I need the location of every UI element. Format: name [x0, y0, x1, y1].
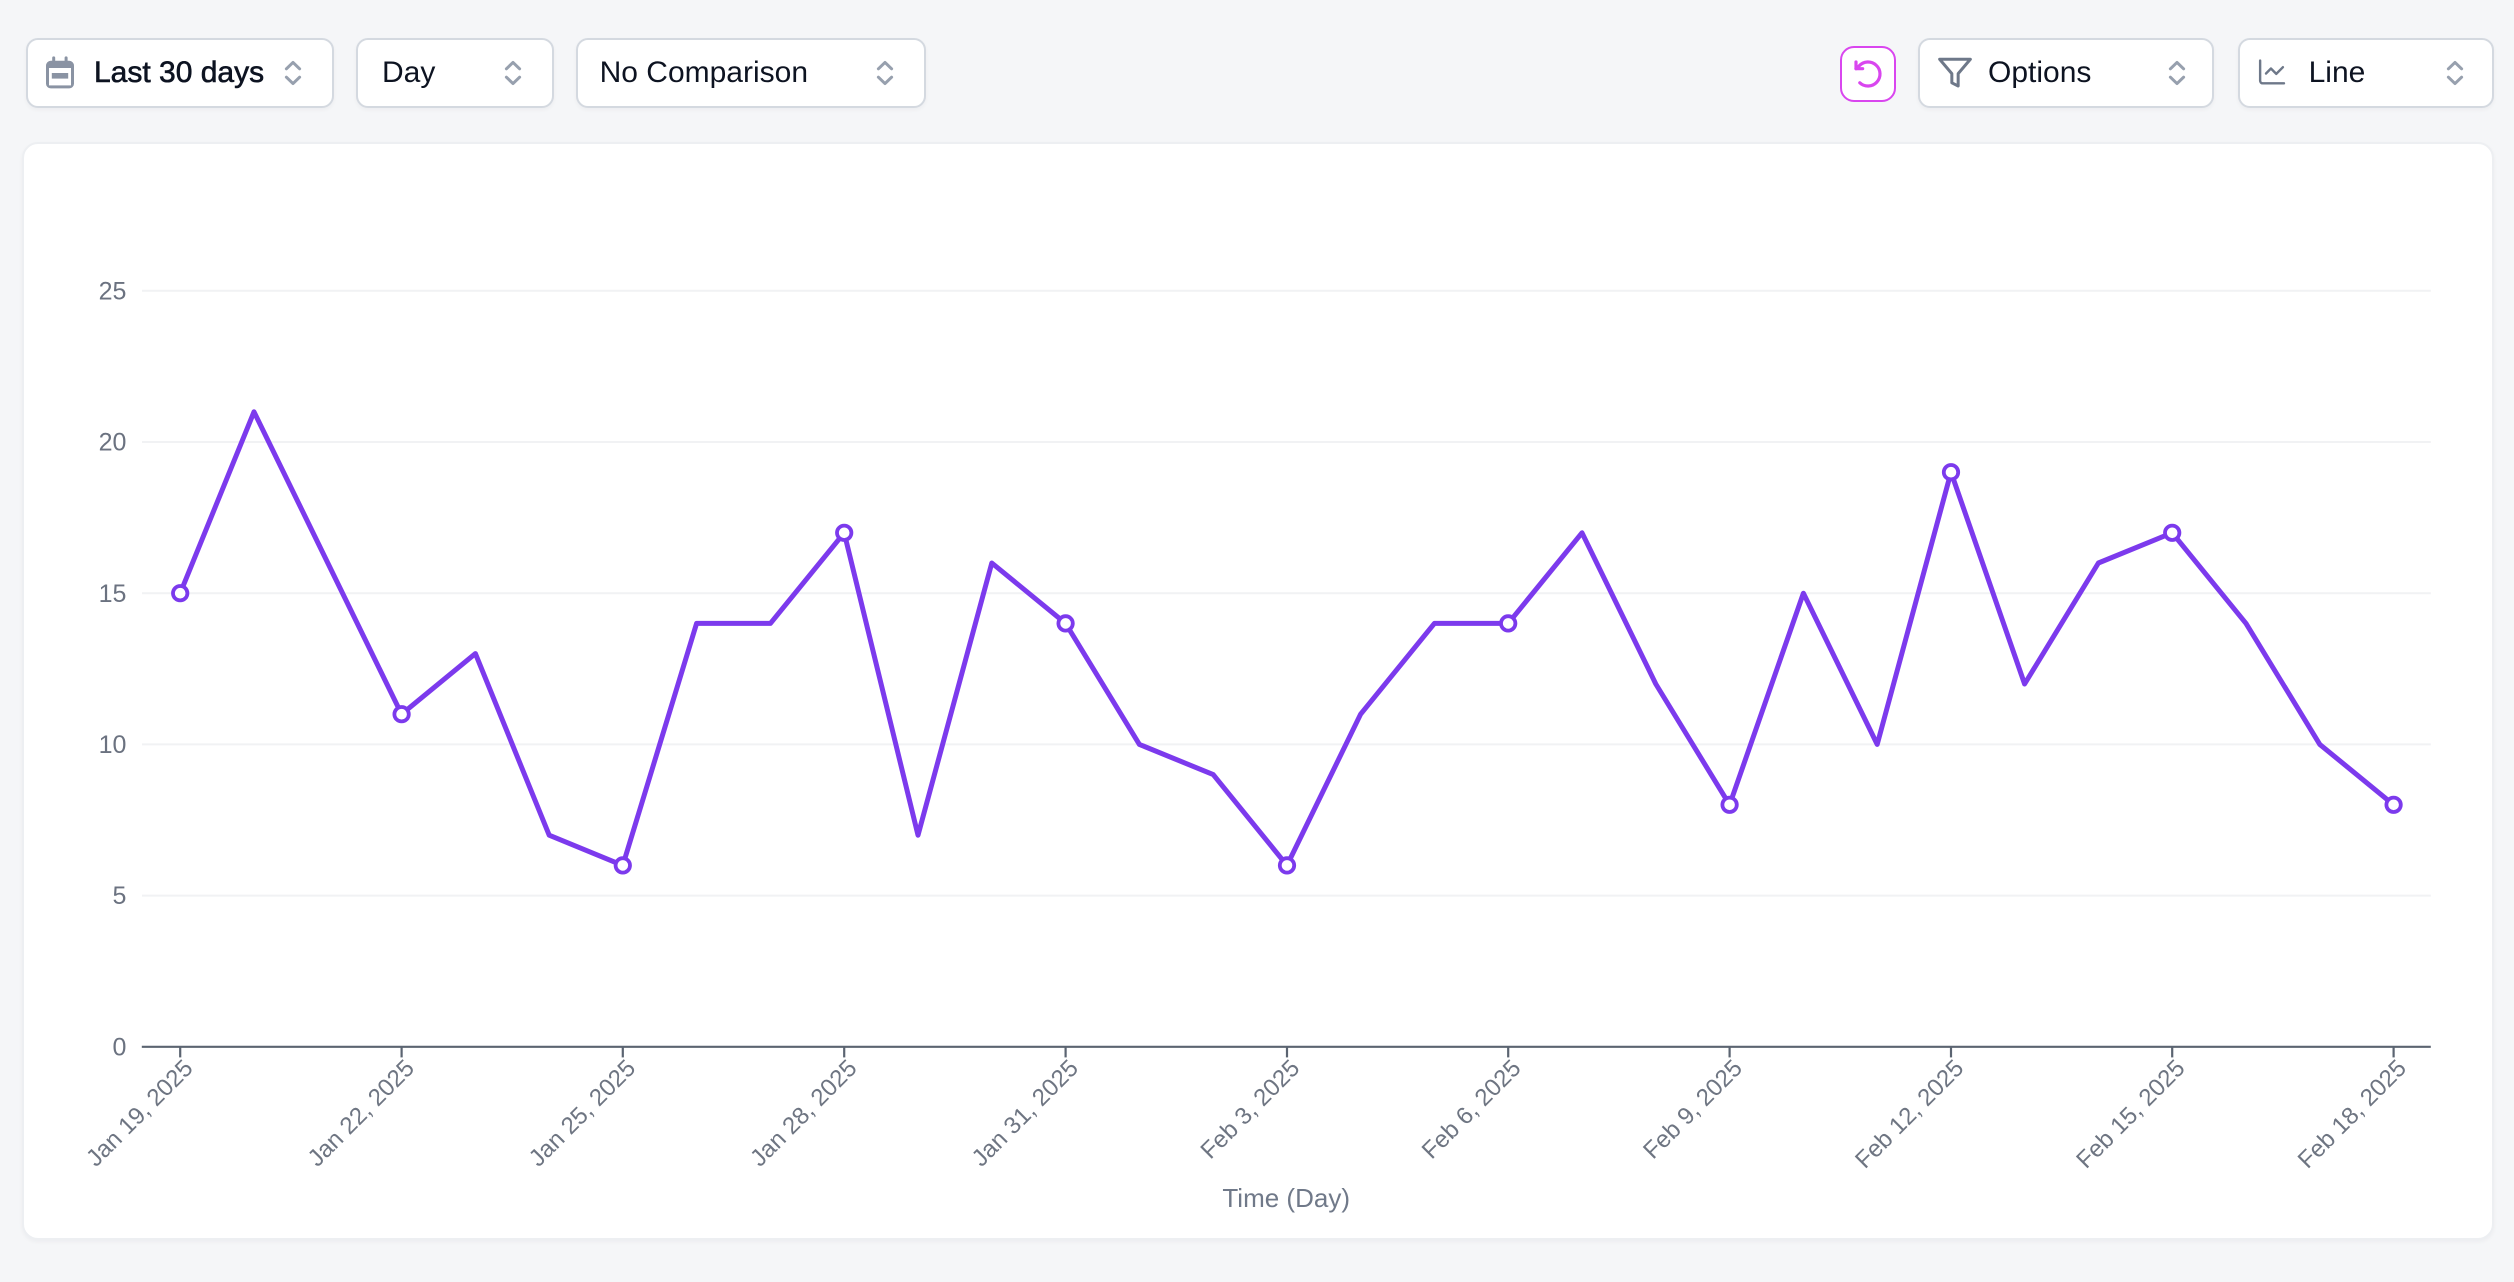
- svg-text:Feb 9, 2025: Feb 9, 2025: [1638, 1055, 1748, 1165]
- svg-text:Jan 28, 2025: Jan 28, 2025: [745, 1055, 862, 1172]
- svg-text:5: 5: [112, 882, 126, 910]
- svg-text:20: 20: [99, 429, 127, 457]
- svg-text:Time (Day): Time (Day): [1222, 1183, 1350, 1213]
- svg-text:Feb 18, 2025: Feb 18, 2025: [2293, 1055, 2412, 1174]
- svg-text:10: 10: [99, 731, 127, 759]
- svg-text:Jan 31, 2025: Jan 31, 2025: [967, 1055, 1084, 1172]
- svg-text:Jan 22, 2025: Jan 22, 2025: [303, 1055, 420, 1172]
- svg-text:25: 25: [99, 277, 127, 305]
- svg-text:Feb 15, 2025: Feb 15, 2025: [2071, 1055, 2190, 1174]
- svg-text:Feb 12, 2025: Feb 12, 2025: [1850, 1055, 1969, 1174]
- svg-text:Jan 19, 2025: Jan 19, 2025: [81, 1055, 198, 1172]
- svg-text:Feb 6, 2025: Feb 6, 2025: [1417, 1055, 1527, 1165]
- svg-text:15: 15: [99, 580, 127, 608]
- svg-text:Jan 25, 2025: Jan 25, 2025: [524, 1055, 641, 1172]
- svg-text:Feb 3, 2025: Feb 3, 2025: [1196, 1055, 1306, 1165]
- svg-text:0: 0: [112, 1033, 126, 1061]
